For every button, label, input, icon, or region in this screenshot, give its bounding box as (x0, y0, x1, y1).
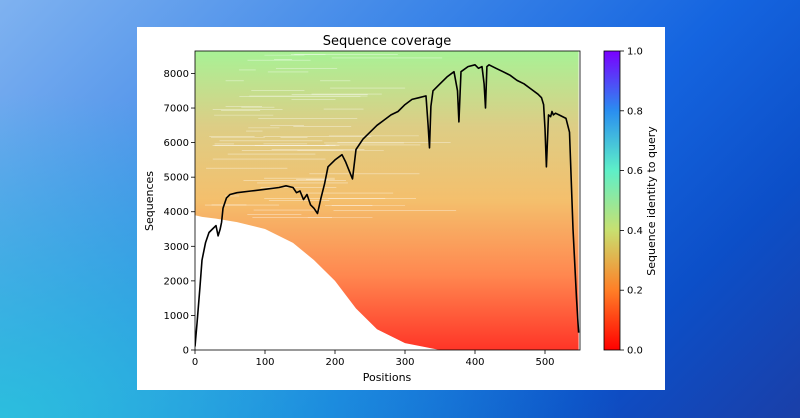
colorbar-tick-label: 0.2 (627, 286, 643, 297)
x-tick-label: 200 (325, 357, 344, 368)
colorbar-tick-label: 0.0 (627, 346, 643, 357)
chart-title: Sequence coverage (323, 34, 452, 49)
colorbar-label: Sequence identity to query (645, 126, 658, 276)
y-axis-ticks: 0 1000 2000 3000 4000 5000 6000 7000 8000 (164, 69, 195, 357)
x-tick-label: 0 (192, 357, 198, 368)
colorbar-tick-label: 0.8 (627, 106, 643, 117)
heatmap-streaks (204, 54, 457, 218)
colorbar-tick-label: 0.4 (627, 226, 643, 237)
colorbar (603, 50, 621, 351)
y-tick-label: 3000 (164, 242, 189, 253)
y-axis-label: Sequences (143, 171, 156, 231)
x-tick-label: 500 (535, 357, 554, 368)
chart-card: Sequence coverage 0 100 200 300 400 500 0 1000… (137, 27, 665, 390)
x-axis-ticks: 0 100 200 300 400 500 (192, 350, 555, 368)
coverage-chart: Sequence coverage 0 100 200 300 400 500 0 1000… (143, 34, 658, 384)
x-tick-label: 100 (255, 357, 274, 368)
y-tick-label: 2000 (164, 276, 189, 287)
y-tick-label: 5000 (164, 173, 189, 184)
y-tick-label: 8000 (164, 69, 189, 80)
colorbar-tick-label: 0.6 (627, 166, 643, 177)
y-tick-label: 4000 (164, 207, 189, 218)
y-tick-label: 1000 (164, 311, 189, 322)
coverage-line (195, 63, 580, 347)
colorbar-ticks: 0.0 0.2 0.4 0.6 0.8 1.0 (620, 47, 643, 357)
y-tick-label: 6000 (164, 138, 189, 149)
x-tick-label: 300 (395, 357, 414, 368)
x-axis-label: Positions (363, 371, 412, 384)
x-tick-label: 400 (465, 357, 484, 368)
plot-frame (194, 50, 581, 351)
colorbar-tick-label: 1.0 (627, 47, 643, 58)
y-tick-label: 0 (183, 346, 189, 357)
y-tick-label: 7000 (164, 104, 189, 115)
